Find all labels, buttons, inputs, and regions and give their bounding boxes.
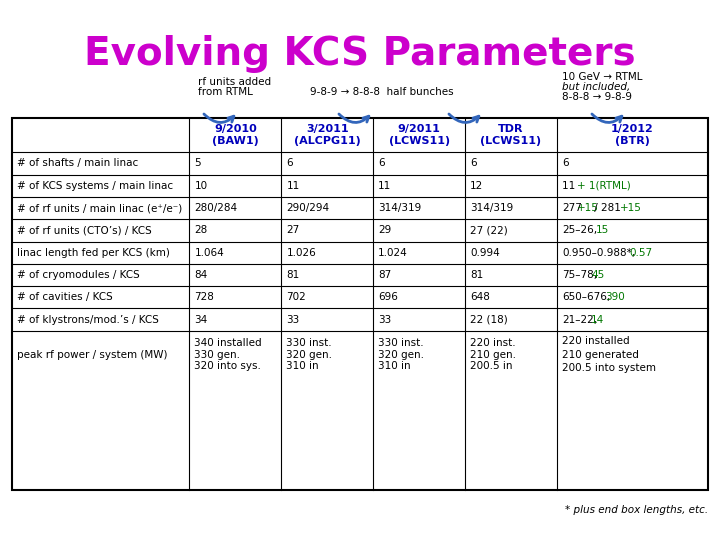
Text: 6: 6 (562, 158, 569, 168)
Text: # of shafts / main linac: # of shafts / main linac (17, 158, 138, 168)
Text: 87: 87 (378, 270, 392, 280)
Text: 1.064: 1.064 (194, 248, 224, 258)
Text: 1/2012
(BTR): 1/2012 (BTR) (611, 124, 654, 146)
Bar (12, 308, 708, 331)
Text: 81: 81 (470, 270, 483, 280)
Text: # of KCS systems / main linac: # of KCS systems / main linac (17, 181, 173, 191)
Text: 330 inst.
320 gen.
310 in: 330 inst. 320 gen. 310 in (378, 338, 424, 371)
Text: linac length fed per KCS (km): linac length fed per KCS (km) (17, 248, 170, 258)
Text: 11: 11 (378, 181, 392, 191)
Text: 340 installed
330 gen.
320 into sys.: 340 installed 330 gen. 320 into sys. (194, 338, 262, 371)
Text: # of klystrons/mod.’s / KCS: # of klystrons/mod.’s / KCS (17, 315, 159, 325)
Bar (12, 174, 708, 197)
Text: 81: 81 (287, 270, 300, 280)
Text: 6: 6 (378, 158, 385, 168)
Bar (12, 118, 708, 490)
Text: / 281: / 281 (591, 203, 621, 213)
Text: from RTML: from RTML (198, 87, 253, 97)
Text: 27 (22): 27 (22) (470, 225, 508, 235)
Text: 314/319: 314/319 (470, 203, 513, 213)
Text: 25–26,: 25–26, (562, 225, 597, 235)
Text: rf units added: rf units added (198, 77, 271, 87)
Text: 9/2011
(LCWS11): 9/2011 (LCWS11) (389, 124, 450, 146)
Text: 0.950–0.988*,: 0.950–0.988*, (562, 248, 635, 258)
Text: TDR
(LCWS11): TDR (LCWS11) (480, 124, 541, 146)
Text: peak rf power / system (MW): peak rf power / system (MW) (17, 349, 168, 360)
Text: 6: 6 (287, 158, 293, 168)
Text: 33: 33 (378, 315, 392, 325)
Text: 11: 11 (287, 181, 300, 191)
Text: 696: 696 (378, 292, 398, 302)
Text: +15: +15 (620, 203, 642, 213)
Bar (12, 118, 708, 152)
Text: 1.026: 1.026 (287, 248, 316, 258)
Text: 15: 15 (596, 225, 609, 235)
Text: 45: 45 (591, 270, 604, 280)
Text: 290/294: 290/294 (287, 203, 330, 213)
Text: 10: 10 (194, 181, 207, 191)
Text: 220 inst.
210 gen.
200.5 in: 220 inst. 210 gen. 200.5 in (470, 338, 516, 371)
Text: 390: 390 (606, 292, 626, 302)
Bar (12, 264, 708, 286)
Text: 280/284: 280/284 (194, 203, 238, 213)
Text: 12: 12 (470, 181, 483, 191)
Text: # of cryomodules / KCS: # of cryomodules / KCS (17, 270, 140, 280)
Text: # of cavities / KCS: # of cavities / KCS (17, 292, 113, 302)
Text: 0.994: 0.994 (470, 248, 500, 258)
Text: 8-8-8 → 9-8-9: 8-8-8 → 9-8-9 (562, 92, 632, 102)
Text: 9-8-9 → 8-8-8  half bunches: 9-8-9 → 8-8-8 half bunches (310, 87, 454, 97)
Text: 648: 648 (470, 292, 490, 302)
Text: 1.024: 1.024 (378, 248, 408, 258)
Text: 314/319: 314/319 (378, 203, 421, 213)
Text: 75–78,: 75–78, (562, 270, 597, 280)
Text: 10 GeV → RTML: 10 GeV → RTML (562, 72, 642, 82)
Text: # of rf units (CTO’s) / KCS: # of rf units (CTO’s) / KCS (17, 225, 152, 235)
Text: 702: 702 (287, 292, 306, 302)
Bar (12, 219, 708, 241)
Text: but included,: but included, (562, 82, 630, 92)
Text: 6: 6 (470, 158, 477, 168)
Text: 220 installed
210 generated
200.5 into system: 220 installed 210 generated 200.5 into s… (562, 336, 656, 373)
Text: 21–22,: 21–22, (562, 315, 597, 325)
Text: 14: 14 (591, 315, 604, 325)
Text: 277: 277 (562, 203, 582, 213)
Text: 84: 84 (194, 270, 208, 280)
Text: 11: 11 (562, 181, 578, 191)
Text: 728: 728 (194, 292, 215, 302)
Text: 22 (18): 22 (18) (470, 315, 508, 325)
Text: + 1(RTML): + 1(RTML) (577, 181, 631, 191)
Text: 5: 5 (194, 158, 201, 168)
Text: 3/2011
(ALCPG11): 3/2011 (ALCPG11) (294, 124, 361, 146)
Text: 29: 29 (378, 225, 392, 235)
Text: +15: +15 (577, 203, 598, 213)
Text: * plus end box lengths, etc.: * plus end box lengths, etc. (565, 505, 708, 515)
Text: 650–676,: 650–676, (562, 292, 611, 302)
Text: 330 inst.
320 gen.
310 in: 330 inst. 320 gen. 310 in (287, 338, 333, 371)
Text: # of rf units / main linac (e⁺/e⁻): # of rf units / main linac (e⁺/e⁻) (17, 203, 182, 213)
Text: Evolving KCS Parameters: Evolving KCS Parameters (84, 35, 636, 73)
Text: 0.57: 0.57 (630, 248, 653, 258)
Text: 9/2010
(BAW1): 9/2010 (BAW1) (212, 124, 258, 146)
Text: 28: 28 (194, 225, 208, 235)
Text: 33: 33 (287, 315, 300, 325)
Text: 34: 34 (194, 315, 208, 325)
Text: 27: 27 (287, 225, 300, 235)
